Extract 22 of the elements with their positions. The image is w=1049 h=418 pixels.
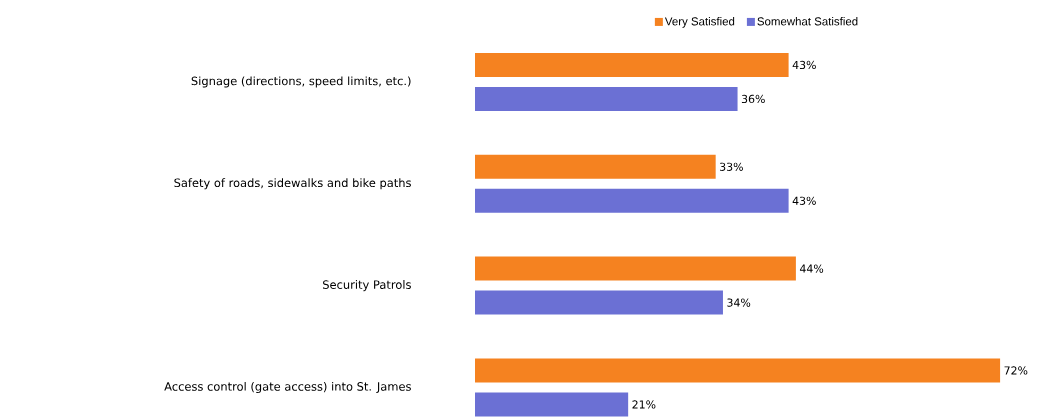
bar bbox=[475, 358, 1001, 383]
y-tick-label: Safety of roads, sidewalks and bike paths bbox=[174, 178, 411, 190]
data-label: 21% bbox=[632, 400, 656, 409]
y-tick-label: Security Patrols bbox=[323, 280, 411, 292]
y-tick-label: Access control (gate access) into St. James bbox=[164, 381, 411, 393]
bar bbox=[475, 52, 789, 77]
y-tick-label: Signage (directions, speed limits, etc.) bbox=[191, 76, 411, 88]
legend-label: Very Satisfied bbox=[664, 17, 735, 28]
data-label: 33% bbox=[720, 162, 743, 171]
bar bbox=[475, 154, 716, 179]
data-label: 36% bbox=[741, 94, 765, 104]
bar bbox=[475, 256, 796, 281]
data-label: 34% bbox=[727, 298, 751, 307]
data-label: 43% bbox=[792, 196, 816, 205]
bar bbox=[475, 86, 738, 111]
legend-label: Somewhat Satisfied bbox=[757, 17, 858, 26]
data-label: 43% bbox=[792, 60, 816, 70]
bar bbox=[475, 392, 629, 417]
data-label: 44% bbox=[799, 264, 824, 273]
data-label: 72% bbox=[1004, 366, 1028, 375]
bar bbox=[475, 188, 789, 213]
bar bbox=[475, 290, 723, 315]
